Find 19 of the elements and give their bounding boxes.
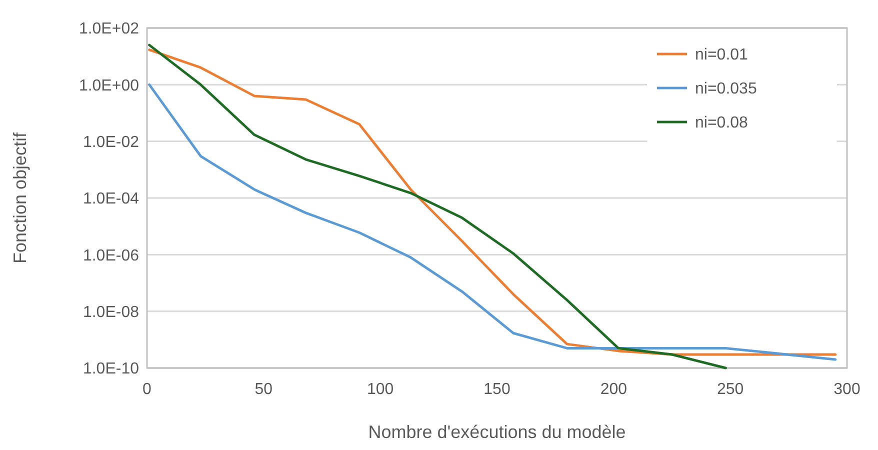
x-tick-label: 300 (834, 381, 860, 398)
legend-label: ni=0.01 (695, 46, 748, 64)
x-tick-label: 50 (254, 381, 273, 398)
legend-label: ni=0.035 (695, 80, 757, 98)
y-tick-label: 1.0E-04 (82, 190, 140, 208)
y-tick-label: 1.0E+02 (78, 20, 140, 38)
x-tick-label: 200 (600, 381, 628, 398)
y-tick-label: 1.0E-02 (82, 134, 140, 151)
y-tick-label: 1.0E-06 (82, 247, 140, 264)
y-tick-label: 1.0E-08 (82, 304, 140, 321)
x-tick-label: 150 (484, 381, 510, 398)
y-axis-title: Fonction objectif (10, 131, 30, 264)
y-tick-label: 1.0E+00 (78, 77, 140, 94)
legend-label: ni=0.08 (695, 114, 748, 132)
x-tick-label: 0 (142, 381, 152, 398)
x-tick-label: 250 (716, 381, 744, 398)
x-axis-title: Nombre d'exécutions du modèle (368, 422, 626, 442)
y-tick-label: 1.0E-10 (82, 360, 140, 378)
x-tick-label: 100 (366, 381, 394, 398)
